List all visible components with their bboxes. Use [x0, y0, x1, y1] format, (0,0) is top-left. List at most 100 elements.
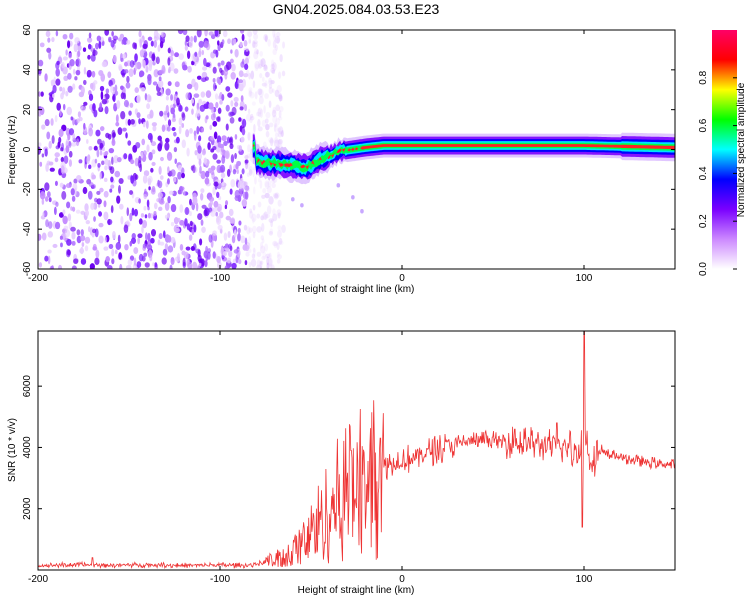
noise-cell: [117, 37, 122, 42]
noise-cell: [278, 237, 283, 245]
noise-cell: [113, 103, 118, 112]
noise-cell: [222, 30, 228, 38]
noise-cell: [220, 145, 225, 153]
noise-cell: [135, 141, 141, 149]
noise-cell: [86, 37, 93, 43]
noise-cell: [167, 68, 171, 74]
noise-cell: [187, 261, 193, 269]
noise-cell: [252, 217, 255, 224]
noise-cell: [157, 192, 163, 199]
noise-cell: [127, 119, 131, 126]
noise-cell: [191, 228, 195, 236]
noise-cell: [238, 220, 242, 226]
noise-cell: [272, 62, 277, 71]
y-tick-label: -20: [22, 182, 33, 197]
noise-cell: [262, 188, 267, 194]
noise-cell: [162, 230, 166, 239]
noise-cell: [248, 236, 252, 245]
noise-cell: [266, 262, 270, 269]
noise-cell: [151, 185, 156, 193]
noise-cell: [272, 114, 278, 124]
noise-cell: [233, 38, 237, 45]
noise-cell: [184, 207, 190, 216]
noise-cell: [248, 169, 253, 176]
noise-cell: [247, 132, 252, 141]
noise-cell: [203, 250, 209, 259]
noise-cell: [244, 260, 248, 266]
noise-cell: [174, 228, 180, 233]
noise-cell: [142, 219, 148, 229]
noise-cell: [185, 246, 191, 251]
noise-cell: [256, 49, 259, 55]
noise-cell: [265, 111, 271, 119]
noise-cell: [221, 181, 225, 186]
noise-cell: [51, 265, 55, 269]
y-tick-label: 40: [22, 64, 33, 76]
noise-cell: [192, 261, 198, 269]
noise-cell: [111, 30, 114, 37]
y-tick-label: 0: [22, 146, 33, 152]
noise-cell: [137, 237, 141, 245]
noise-cell: [274, 35, 281, 44]
noise-cell: [261, 238, 265, 244]
noise-cell: [281, 129, 284, 138]
noise-cell: [246, 30, 253, 37]
noise-cell: [57, 141, 61, 148]
noise-cell: [47, 249, 52, 254]
noise-cell: [152, 262, 155, 267]
noise-cell: [193, 93, 200, 98]
noise-cell: [193, 35, 197, 43]
noise-cell: [189, 128, 193, 134]
noise-cell: [98, 235, 104, 244]
noise-cell: [84, 245, 89, 252]
noise-cell: [72, 83, 76, 90]
noise-cell: [112, 86, 116, 92]
noise-cell: [67, 132, 71, 141]
noise-cell: [170, 169, 176, 177]
noise-cell: [245, 113, 252, 122]
noise-cell: [96, 198, 102, 205]
noise-cell: [111, 248, 115, 257]
noise-cell: [212, 153, 218, 160]
noise-cell: [244, 244, 250, 252]
noise-cell: [217, 107, 222, 114]
noise-cell: [276, 242, 280, 250]
noise-cell: [84, 203, 89, 212]
noise-cell: [60, 156, 65, 163]
noise-cell: [198, 98, 203, 105]
noise-cell: [170, 94, 174, 101]
noise-cell: [122, 127, 127, 132]
noise-cell: [151, 122, 158, 127]
noise-cell: [147, 132, 153, 141]
noise-cell: [212, 120, 218, 127]
noise-cell: [210, 210, 216, 217]
spectrogram-y-ticks: -60 -40 -20 0 20 40 60: [22, 24, 675, 276]
noise-cell: [142, 59, 146, 69]
noise-cell: [150, 229, 157, 237]
noise-cell: [219, 211, 224, 219]
noise-cell: [55, 201, 59, 207]
noise-cell: [277, 71, 282, 80]
noise-cell: [61, 190, 67, 200]
noise-cell: [248, 261, 252, 268]
noise-cell: [170, 257, 175, 266]
noise-cell: [167, 57, 171, 66]
noise-cell: [231, 262, 237, 269]
noise-cell: [194, 51, 198, 57]
noise-cell: [110, 184, 115, 189]
noise-cell: [244, 63, 249, 70]
noise-cell: [53, 76, 56, 84]
noise-cell: [52, 84, 57, 94]
noise-cell: [39, 161, 43, 167]
noise-cell: [133, 247, 139, 255]
noise-cell: [69, 32, 74, 40]
noise-cell: [152, 125, 157, 132]
noise-cell: [234, 189, 240, 199]
noise-cell: [261, 255, 266, 261]
noise-cell: [160, 175, 164, 180]
noise-cell: [230, 179, 236, 188]
noise-cell: [261, 194, 266, 199]
noise-cell: [244, 159, 249, 164]
noise-cell: [125, 118, 129, 126]
noise-cell: [217, 78, 222, 85]
